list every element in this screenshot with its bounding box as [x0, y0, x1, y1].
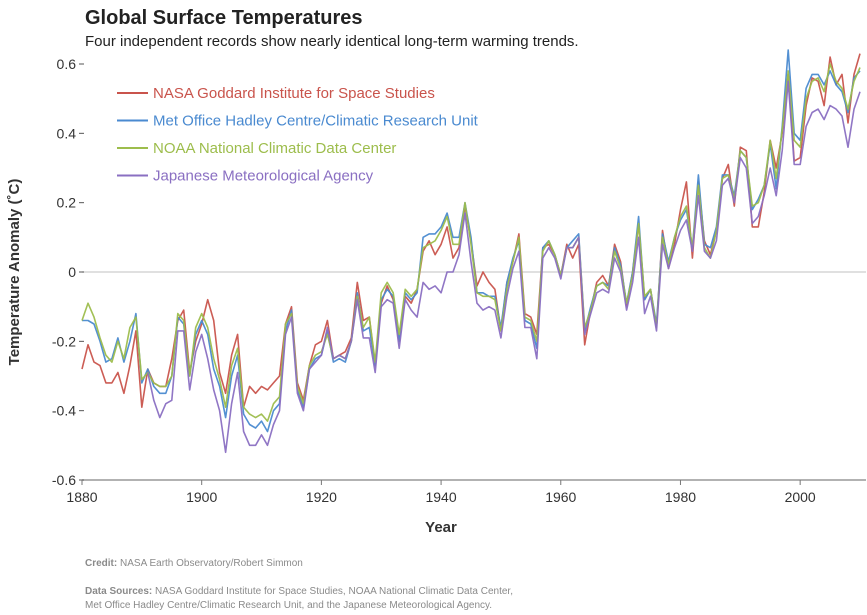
legend-label: NASA Goddard Institute for Space Studies: [153, 85, 435, 102]
x-tick-label: 1980: [665, 489, 696, 505]
credit-label: Credit:: [85, 558, 117, 569]
x-tick-label: 1940: [425, 489, 456, 505]
sources-label: Data Sources:: [85, 586, 152, 597]
x-axis-label: Year: [425, 519, 457, 536]
y-tick-label: 0: [68, 264, 76, 280]
series-line-3: [147, 80, 861, 454]
x-tick-label: 1900: [186, 489, 217, 505]
series-lines: [81, 49, 861, 454]
y-tick-label: -0.4: [52, 403, 76, 419]
y-axis-label: Temperature Anomaly (˚C): [6, 179, 23, 366]
y-tick-label: 0.4: [57, 125, 77, 141]
legend-label: Met Office Hadley Centre/Climatic Resear…: [153, 113, 479, 130]
y-tick-label: -0.6: [52, 472, 76, 488]
series-line-0: [81, 53, 861, 408]
legend: NASA Goddard Institute for Space Studies…: [117, 85, 479, 185]
chart-subtitle: Four independent records show nearly ide…: [85, 33, 579, 50]
y-tick-label: 0.6: [57, 56, 77, 72]
sources-line1: NASA Goddard Institute for Space Studies…: [152, 586, 513, 597]
series-line-2: [81, 63, 861, 422]
sources-line2: Met Office Hadley Centre/Climatic Resear…: [85, 600, 492, 611]
credit: Credit: NASA Earth Observatory/Robert Si…: [85, 558, 303, 569]
x-tick-label: 1920: [306, 489, 337, 505]
y-tick-label: -0.2: [52, 333, 76, 349]
legend-label: NOAA National Climatic Data Center: [153, 140, 396, 157]
legend-label: Japanese Meteorological Agency: [153, 168, 374, 185]
chart-title: Global Surface Temperatures: [85, 7, 363, 29]
y-tick-label: 0.2: [57, 195, 77, 211]
data-sources: Data Sources: NASA Goddard Institute for…: [85, 586, 513, 597]
credit-text: NASA Earth Observatory/Robert Simmon: [117, 558, 303, 569]
x-tick-label: 1880: [66, 489, 97, 505]
x-tick-label: 1960: [545, 489, 576, 505]
x-tick-label: 2000: [785, 489, 816, 505]
